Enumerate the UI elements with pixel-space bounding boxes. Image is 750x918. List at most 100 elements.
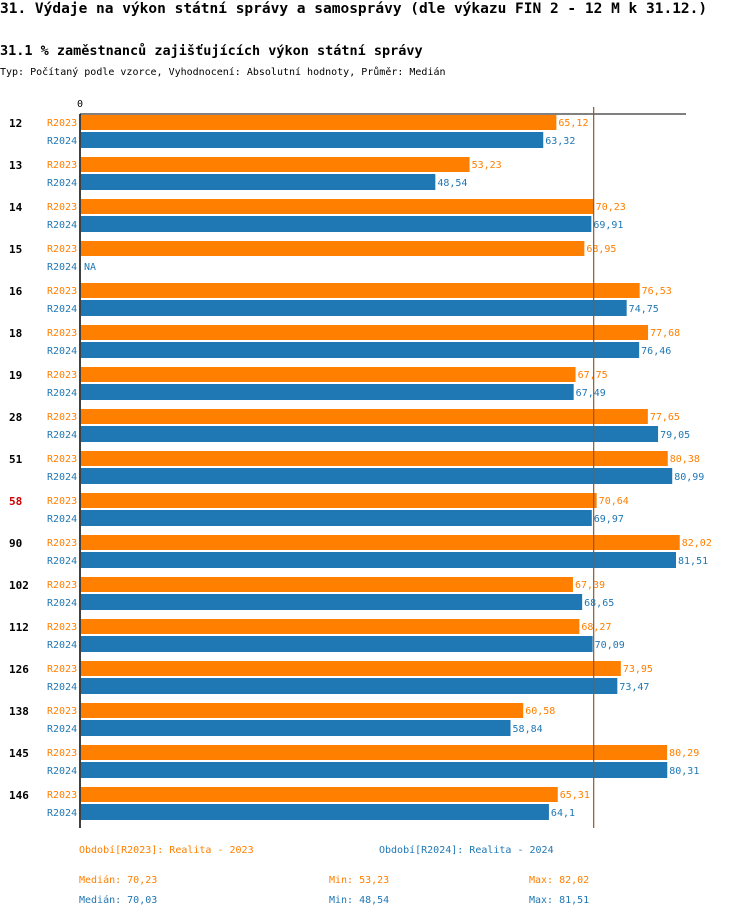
value-label-r2023: 73,95 (623, 664, 653, 675)
bar-r2024 (81, 426, 659, 442)
value-label-r2023: 67,39 (575, 580, 605, 591)
value-label-r2024: 80,31 (669, 766, 699, 777)
series-label-r2024: R2024 (47, 598, 77, 609)
value-label-r2024: NA (84, 262, 96, 273)
bar-r2023 (81, 577, 573, 592)
value-label-r2024: 67,49 (576, 388, 606, 399)
bar-r2023 (81, 535, 680, 550)
value-label-r2023: 68,27 (581, 622, 611, 633)
stat-r2023-median: Medián: 70,23 (79, 875, 158, 886)
series-label-r2024: R2024 (47, 808, 77, 819)
series-label-r2024: R2024 (47, 766, 77, 777)
chart-meta-info: Typ: Počítaný podle vzorce, Vyhodnocení:… (0, 67, 446, 78)
stat-r2024-max: Max: 81,51 (529, 895, 590, 906)
series-label-r2023: R2023 (47, 202, 77, 213)
bar-r2024 (81, 804, 549, 820)
value-label-r2024: 64,1 (551, 808, 575, 819)
category-label: 19 (9, 369, 22, 382)
chart-subtitle: 31.1 % zaměstnanců zajišťujících výkon s… (0, 43, 423, 59)
bar-r2024 (81, 342, 640, 358)
bar-r2023 (81, 619, 580, 634)
series-label-r2024: R2024 (47, 346, 77, 357)
stat-r2023-min: Min: 53,23 (329, 875, 390, 886)
value-label-r2024: 73,47 (619, 682, 649, 693)
category-label: 126 (9, 663, 29, 676)
bar-r2024 (81, 300, 627, 316)
category-label: 146 (9, 789, 29, 802)
category-label: 12 (9, 117, 22, 130)
value-label-r2023: 70,23 (596, 202, 626, 213)
value-label-r2024: 63,32 (545, 136, 575, 147)
bar-r2024 (81, 384, 574, 400)
value-label-r2023: 82,02 (682, 538, 712, 549)
value-label-r2023: 80,38 (670, 454, 700, 465)
value-label-r2024: 81,51 (678, 556, 708, 567)
series-label-r2023: R2023 (47, 160, 77, 171)
value-label-r2023: 67,75 (578, 370, 608, 381)
series-label-r2024: R2024 (47, 430, 77, 441)
series-label-r2023: R2023 (47, 244, 77, 255)
value-label-r2023: 80,29 (669, 748, 699, 759)
category-label: 102 (9, 579, 29, 592)
value-label-r2024: 48,54 (437, 178, 467, 189)
series-label-r2023: R2023 (47, 580, 77, 591)
series-label-r2024: R2024 (47, 556, 77, 567)
value-label-r2023: 77,68 (650, 328, 680, 339)
value-label-r2024: 74,75 (629, 304, 659, 315)
series-label-r2024: R2024 (47, 514, 77, 525)
series-label-r2023: R2023 (47, 790, 77, 801)
series-label-r2024: R2024 (47, 262, 77, 273)
value-label-r2024: 76,46 (641, 346, 671, 357)
category-label: 90 (9, 537, 22, 550)
category-label: 28 (9, 411, 22, 424)
series-label-r2023: R2023 (47, 496, 77, 507)
series-label-r2024: R2024 (47, 640, 77, 651)
category-label: 58 (9, 495, 22, 508)
series-label-r2023: R2023 (47, 538, 77, 549)
series-label-r2023: R2023 (47, 664, 77, 675)
bar-r2024 (81, 594, 583, 610)
value-label-r2023: 60,58 (525, 706, 555, 717)
series-label-r2024: R2024 (47, 724, 77, 735)
value-label-r2023: 68,95 (586, 244, 616, 255)
stat-r2024-median: Medián: 70,03 (79, 895, 158, 906)
bar-r2023 (81, 283, 640, 298)
bar-chart: 0 12 R2023 R2024 65,12 63,32 13 R2023 R2024 53,23… (9, 99, 712, 828)
bar-r2023 (81, 661, 621, 676)
series-label-r2023: R2023 (47, 412, 77, 423)
category-label: 18 (9, 327, 22, 340)
series-label-r2024: R2024 (47, 178, 77, 189)
series-label-r2023: R2023 (47, 328, 77, 339)
series-label-r2024: R2024 (47, 220, 77, 231)
stat-r2023-max: Max: 82,02 (529, 875, 590, 886)
bar-r2024 (81, 552, 677, 568)
bar-r2024 (81, 636, 593, 652)
series-label-r2023: R2023 (47, 706, 77, 717)
category-label: 16 (9, 285, 23, 298)
series-label-r2023: R2023 (47, 454, 77, 465)
legend-r2023: Období[R2023]: Realita - 2023 (79, 845, 254, 856)
series-label-r2023: R2023 (47, 286, 77, 297)
category-label: 138 (9, 705, 29, 718)
category-label: 112 (9, 621, 29, 634)
bar-r2023 (81, 367, 576, 382)
bar-r2024 (81, 132, 544, 148)
value-label-r2023: 65,12 (558, 118, 588, 129)
bar-r2024 (81, 720, 511, 736)
bar-r2024 (81, 678, 618, 694)
legend-r2024: Období[R2024]: Realita - 2024 (379, 845, 554, 856)
bar-r2024 (81, 510, 592, 526)
chart-main-title: 31. Výdaje na výkon státní správy a samo… (0, 1, 708, 17)
series-label-r2024: R2024 (47, 388, 77, 399)
value-label-r2024: 70,09 (595, 640, 625, 651)
axis-zero-label: 0 (77, 99, 83, 110)
bar-r2024 (81, 468, 673, 484)
value-label-r2024: 69,97 (594, 514, 624, 525)
series-label-r2024: R2024 (47, 304, 77, 315)
bar-r2023 (81, 745, 668, 760)
bar-r2023 (81, 325, 649, 340)
series-label-r2023: R2023 (47, 118, 77, 129)
bar-r2023 (81, 199, 594, 214)
series-label-r2024: R2024 (47, 136, 77, 147)
category-label: 145 (9, 747, 29, 760)
